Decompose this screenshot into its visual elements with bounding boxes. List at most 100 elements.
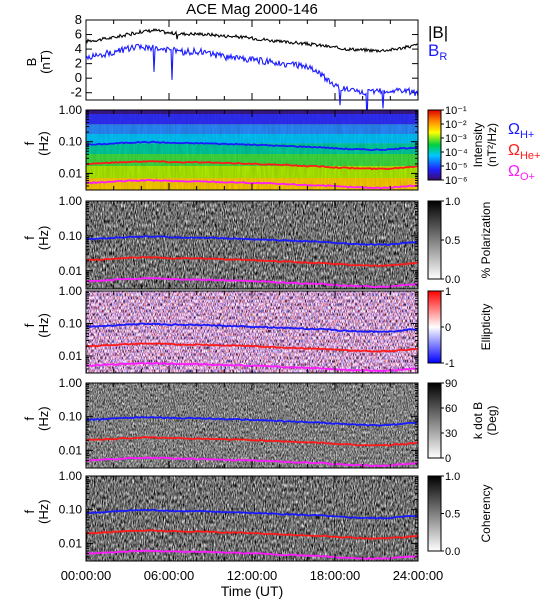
ellipticity-yunit: (Hz) — [36, 313, 51, 338]
b-tick-label: -2 — [70, 85, 82, 100]
intensity-colorbar — [427, 109, 442, 181]
freq-tick-label: 1.00 — [59, 194, 83, 208]
coherency-colorbar — [427, 475, 442, 552]
colorbar-tick-label: 60 — [445, 403, 457, 415]
ellipticity-panel: 1.00 0.10 0.01 f (Hz) 1 0 -1 Ellipticity — [22, 284, 493, 374]
colorbar-tick-label: 0.5 — [445, 235, 460, 247]
b-tick-label: 8 — [75, 12, 82, 27]
time-tick-label: 24:00:00 — [393, 568, 444, 583]
colorbar-tick-label: 0.0 — [445, 274, 460, 286]
time-tick-label: 06:00:00 — [144, 568, 195, 583]
freq-tick-label: 0.10 — [59, 503, 83, 517]
freq-tick-label: 0.01 — [59, 536, 83, 550]
kdotb-panel: 1.00 0.10 0.01 f (Hz) 90 60 30 0 k dot B (Deg) — [22, 376, 499, 469]
b-field-yunit: (nT) — [38, 50, 53, 74]
gyro-line-omega-He — [85, 529, 419, 540]
b-tick-label: 2 — [75, 56, 82, 71]
colorbar-tick-label: 90 — [445, 378, 457, 390]
b-tick-label: 4 — [75, 41, 82, 56]
chart-title: ACE Mag 2000-146 — [186, 1, 318, 18]
b-tick-label: 0 — [75, 70, 82, 85]
colorbar-tick-label: 1.0 — [445, 471, 460, 483]
ellipticity-ylabel: f — [22, 323, 37, 327]
coherency-yunit: (Hz) — [36, 499, 51, 524]
gyro-line-omega-He — [85, 160, 419, 171]
b-tick-label: 6 — [75, 27, 82, 42]
colorbar-tick-label: 1 — [445, 286, 451, 298]
freq-tick-label: 0.10 — [59, 410, 83, 424]
gyro-line-omega-H — [85, 322, 419, 334]
polarization-yunit: (Hz) — [36, 226, 51, 251]
coherency-ylabel: f — [22, 510, 37, 514]
colorbar-tick-label: 0 — [445, 453, 451, 465]
gyro-line-omega-He — [86, 436, 419, 447]
legend-omega-o-sym: Ω — [508, 163, 520, 180]
legend-b-r-main: B — [428, 41, 439, 60]
time-axis-label: Time (UT) — [221, 583, 283, 599]
time-tick-label: 18:00:00 — [310, 568, 361, 583]
kdotb-colorbar — [427, 382, 442, 459]
colorbar-tick-label: 10⁻² — [445, 119, 467, 131]
intensity-colorbar-unit: (nT²/Hz) — [485, 123, 499, 167]
freq-tick-label: 1.00 — [59, 284, 83, 298]
polarization-panel: 1.00 0.10 0.01 f (Hz) 1.0 0.5 0.0 % Polarization — [22, 194, 493, 290]
legend-b-r: BR — [428, 41, 447, 63]
ellipticity-colorbar — [427, 290, 442, 364]
colorbar-tick-label: 0.0 — [445, 546, 460, 558]
gyro-line-omega-H — [85, 508, 419, 520]
polarization-colorbar — [427, 200, 442, 280]
gyro-line-omega-He — [85, 342, 419, 353]
gyro-line-omega-H — [85, 234, 419, 246]
coherency-colorbar-title: Coherency — [479, 484, 493, 542]
colorbar-tick-label: 10⁻⁴ — [445, 147, 468, 159]
gyrofrequency-legend: ΩH+ ΩHe+ ΩO+ — [508, 121, 540, 183]
colorbar-tick-label: 30 — [445, 428, 457, 440]
colorbar-tick-label: 10⁻⁵ — [445, 161, 468, 173]
freq-tick-label: 0.10 — [59, 135, 83, 149]
polarization-ylabel: f — [22, 236, 37, 240]
ellipticity-colorbar-title: Ellipticity — [479, 304, 493, 351]
gyro-line-omega-H — [85, 415, 419, 427]
legend-b-total: |B| — [428, 23, 448, 42]
legend-omega-o-sub: O+ — [520, 171, 535, 183]
freq-tick-label: 0.01 — [59, 166, 83, 180]
spectrogram-panels: 1.000.100.01f (Hz)10⁻¹10⁻²10⁻³10⁻⁴10⁻⁵10⁻… — [22, 103, 499, 562]
time-axis: 00:00:00 06:00:00 12:00:00 18:00:00 24:00:00 — [61, 20, 444, 583]
kdotb-ylabel: f — [22, 417, 37, 421]
series-line-b-r — [85, 43, 419, 123]
legend-omega-h-sym: Ω — [508, 121, 520, 138]
legend-omega-h: ΩH+ — [508, 121, 534, 141]
polarization-colorbar-title: % Polarization — [479, 202, 493, 279]
kdotb-yunit: (Hz) — [36, 406, 51, 431]
b-field-ylabel: B — [24, 58, 39, 67]
freq-tick-label: 0.10 — [59, 317, 83, 331]
intensity-yunit: (Hz) — [36, 131, 51, 156]
freq-tick-label: 0.10 — [59, 229, 83, 243]
intensity-colorbar-title: Intensity — [471, 123, 485, 168]
b-field-frame — [85, 19, 419, 101]
intensity-ylabel: f — [22, 141, 37, 145]
freq-tick-label: 0.01 — [59, 443, 83, 457]
colorbar-tick-label: 1.0 — [445, 196, 460, 208]
colorbar-tick-label: 10⁻³ — [445, 133, 467, 145]
colorbar-tick-label: 0 — [445, 322, 451, 334]
freq-tick-label: 1.00 — [59, 469, 83, 483]
kdotb-colorbar-unit: (Deg) — [485, 405, 499, 435]
gyro-line-omega-H — [86, 140, 419, 152]
legend-omega-h-sub: H+ — [520, 129, 534, 141]
time-tick-label: 12:00:00 — [227, 568, 278, 583]
colorbar-tick-label: -1 — [445, 358, 455, 370]
gyro-line-omega-He — [85, 256, 419, 268]
freq-tick-label: 1.00 — [59, 103, 83, 117]
legend-b-r-sub: R — [439, 51, 447, 63]
series-line-b-total — [85, 28, 419, 54]
legend-omega-he-sub: He+ — [520, 150, 541, 162]
freq-tick-label: 1.00 — [59, 376, 83, 390]
legend-omega-o: ΩO+ — [508, 163, 535, 183]
freq-tick-label: 0.01 — [59, 264, 83, 278]
legend-omega-he-sym: Ω — [508, 142, 520, 159]
colorbar-tick-label: 10⁻¹ — [445, 105, 467, 117]
